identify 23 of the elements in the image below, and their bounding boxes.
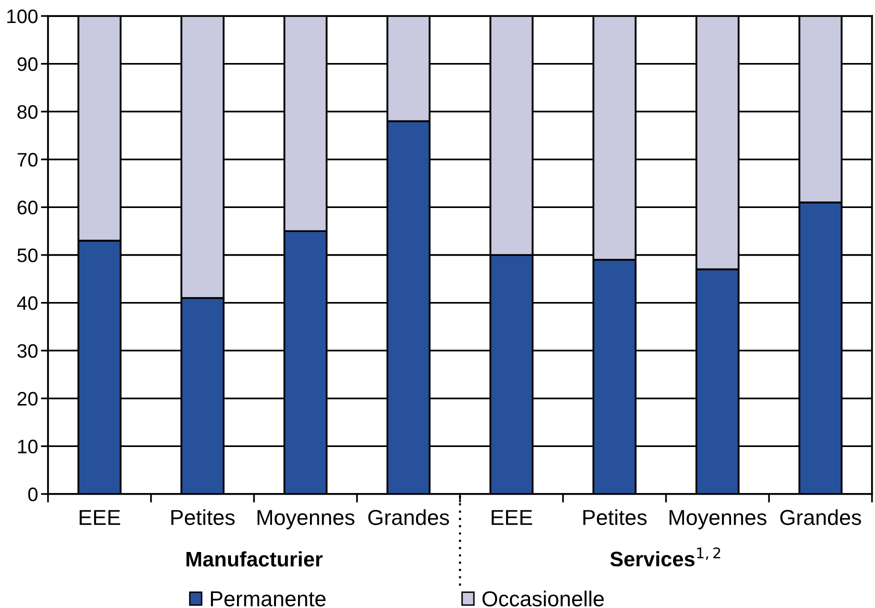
y-tick-label: 30 xyxy=(17,344,38,358)
legend-label: Permanente xyxy=(210,591,326,606)
x-tick-label: EEE xyxy=(80,510,120,525)
y-tick-label: 80 xyxy=(17,105,38,119)
x-tick-label: Moyennes xyxy=(258,510,354,530)
text: Manufacturier xyxy=(186,551,323,567)
x-tick-label: Petites xyxy=(171,509,235,526)
x-tick-label: Grandes xyxy=(368,509,450,526)
text: Services$^{1,2}$ xyxy=(610,547,720,566)
legend-label: Occasionelle xyxy=(482,590,604,606)
y-tick-label: 90 xyxy=(18,57,38,72)
y-tick-label: 100 xyxy=(7,9,38,24)
y-tick-label: 70 xyxy=(18,152,38,167)
x-tick-label: Petites xyxy=(583,509,647,526)
y-tick-label: 0 xyxy=(28,487,38,502)
y-tick-label: 50 xyxy=(17,248,38,262)
y-tick-label: 10 xyxy=(18,440,38,454)
y-tick-label: 60 xyxy=(18,200,38,214)
x-tick-label: Moyennes xyxy=(670,510,766,530)
x-tick-label: EEE xyxy=(492,510,532,525)
y-tick-label: 40 xyxy=(17,296,38,310)
y-tick-label: 20 xyxy=(18,392,38,406)
x-tick-label: Grandes xyxy=(780,509,862,526)
